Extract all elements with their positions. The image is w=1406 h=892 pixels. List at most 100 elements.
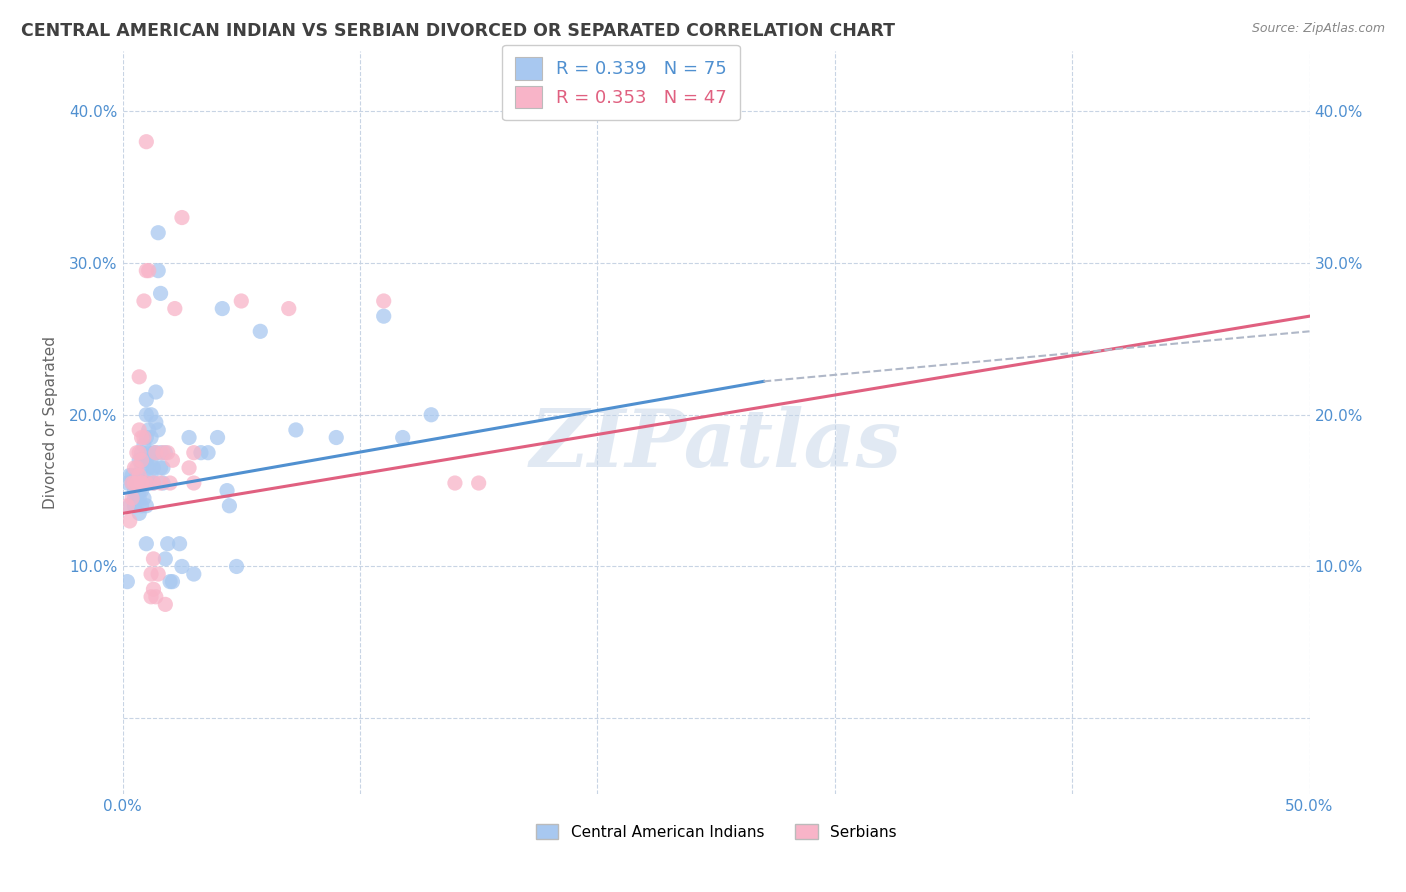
Point: [135, 476, 157, 491]
Point: [139, 408, 162, 422]
Point: [138, 461, 160, 475]
Point: [135, 476, 157, 491]
Point: [139, 453, 162, 467]
Point: [128, 453, 150, 467]
Point: [117, 476, 139, 491]
Point: [132, 476, 155, 491]
Text: CENTRAL AMERICAN INDIAN VS SERBIAN DIVORCED OR SEPARATED CORRELATION CHART: CENTRAL AMERICAN INDIAN VS SERBIAN DIVOR…: [21, 22, 896, 40]
Point: [148, 423, 170, 437]
Point: [152, 461, 174, 475]
Point: [135, 392, 157, 407]
Point: [162, 453, 184, 467]
Point: [131, 461, 153, 475]
Point: [124, 499, 146, 513]
Point: [125, 461, 148, 475]
Point: [163, 301, 186, 316]
Point: [145, 590, 167, 604]
Point: [128, 423, 150, 437]
Point: [142, 476, 165, 491]
Point: [132, 293, 155, 308]
Point: [225, 559, 247, 574]
Point: [231, 293, 253, 308]
Point: [149, 445, 172, 459]
Point: [284, 423, 307, 437]
Point: [159, 574, 181, 589]
Point: [277, 301, 299, 316]
Point: [128, 445, 150, 459]
Point: [148, 263, 170, 277]
Point: [373, 309, 395, 323]
Point: [391, 430, 413, 444]
Point: [152, 476, 174, 491]
Point: [121, 491, 143, 506]
Point: [420, 408, 443, 422]
Point: [138, 445, 160, 459]
Point: [139, 468, 162, 483]
Point: [218, 499, 240, 513]
Point: [156, 537, 179, 551]
Point: [124, 476, 146, 491]
Point: [373, 293, 395, 308]
Point: [211, 301, 233, 316]
Point: [155, 598, 177, 612]
Point: [135, 408, 157, 422]
Point: [135, 537, 157, 551]
Point: [132, 491, 155, 506]
Point: [118, 499, 141, 513]
Point: [125, 476, 148, 491]
Point: [325, 430, 347, 444]
Point: [125, 445, 148, 459]
Point: [183, 567, 205, 582]
Point: [132, 430, 155, 444]
Point: [125, 491, 148, 506]
Point: [131, 445, 153, 459]
Point: [135, 453, 157, 467]
Point: [128, 483, 150, 498]
Point: [142, 461, 165, 475]
Point: [131, 476, 153, 491]
Point: [131, 483, 153, 498]
Text: Source: ZipAtlas.com: Source: ZipAtlas.com: [1251, 22, 1385, 36]
Point: [139, 430, 162, 444]
Point: [149, 286, 172, 301]
Point: [170, 559, 193, 574]
Point: [142, 476, 165, 491]
Point: [117, 574, 139, 589]
Point: [249, 324, 271, 338]
Point: [121, 476, 143, 491]
Point: [149, 476, 172, 491]
Point: [131, 476, 153, 491]
Point: [155, 445, 177, 459]
Point: [148, 567, 170, 582]
Point: [132, 453, 155, 467]
Point: [162, 574, 184, 589]
Point: [132, 438, 155, 452]
Point: [190, 445, 212, 459]
Point: [177, 461, 200, 475]
Point: [156, 445, 179, 459]
Point: [138, 263, 160, 277]
Point: [197, 445, 219, 459]
Point: [124, 461, 146, 475]
Point: [128, 468, 150, 483]
Point: [142, 552, 165, 566]
Point: [183, 476, 205, 491]
Point: [170, 211, 193, 225]
Point: [148, 226, 170, 240]
Text: ZIPatlas: ZIPatlas: [530, 406, 903, 483]
Point: [159, 476, 181, 491]
Point: [118, 468, 141, 483]
Point: [135, 135, 157, 149]
Point: [128, 507, 150, 521]
Point: [139, 590, 162, 604]
Point: [149, 461, 172, 475]
Point: [183, 445, 205, 459]
Point: [145, 415, 167, 429]
Point: [138, 476, 160, 491]
Point: [135, 430, 157, 444]
Point: [124, 483, 146, 498]
Point: [135, 263, 157, 277]
Point: [152, 445, 174, 459]
Point: [467, 476, 489, 491]
Point: [139, 567, 162, 582]
